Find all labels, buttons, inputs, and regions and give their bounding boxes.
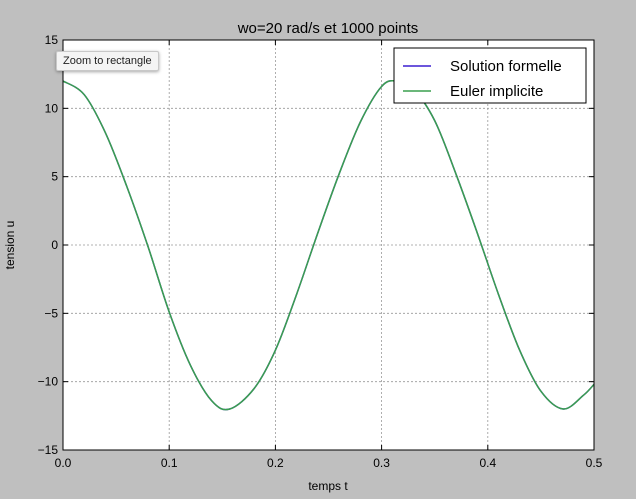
x-tick-label: 0.4 bbox=[479, 456, 496, 470]
y-axis-label: tension u bbox=[3, 221, 17, 270]
y-tick-label: −5 bbox=[44, 306, 58, 320]
x-tick-label: 0.0 bbox=[55, 456, 72, 470]
series-lines bbox=[62, 79, 595, 411]
series-line-euler-implicite bbox=[62, 79, 595, 411]
y-tick-label: −10 bbox=[38, 375, 59, 389]
x-tick-label: 0.5 bbox=[586, 456, 603, 470]
legend-label-euler-implicite: Euler implicite bbox=[450, 83, 543, 100]
x-tick-label: 0.1 bbox=[161, 456, 178, 470]
y-tick-label: 5 bbox=[51, 170, 58, 184]
y-tick-label: −15 bbox=[38, 443, 59, 457]
legend-label-solution-formelle: Solution formelle bbox=[450, 58, 562, 75]
x-tick-label: 0.3 bbox=[373, 456, 390, 470]
legend-box bbox=[393, 47, 587, 104]
x-axis-label: temps t bbox=[308, 479, 348, 493]
x-tick-label: 0.2 bbox=[267, 456, 284, 470]
axis-ticks bbox=[62, 39, 595, 451]
y-tick-label: 0 bbox=[51, 238, 58, 252]
axis-tick-labels: 0.0 0.1 0.2 0.3 0.4 0.5 15 10 5 0 −5 −10 −15 bbox=[38, 33, 603, 470]
chart-title: wo=20 rad/s et 1000 points bbox=[237, 20, 419, 37]
zoom-tooltip: Zoom to rectangle bbox=[56, 51, 159, 71]
y-tick-label: 15 bbox=[45, 33, 59, 47]
y-tick-label: 10 bbox=[45, 101, 59, 115]
legend: Solution formelle Euler implicite bbox=[393, 47, 587, 104]
